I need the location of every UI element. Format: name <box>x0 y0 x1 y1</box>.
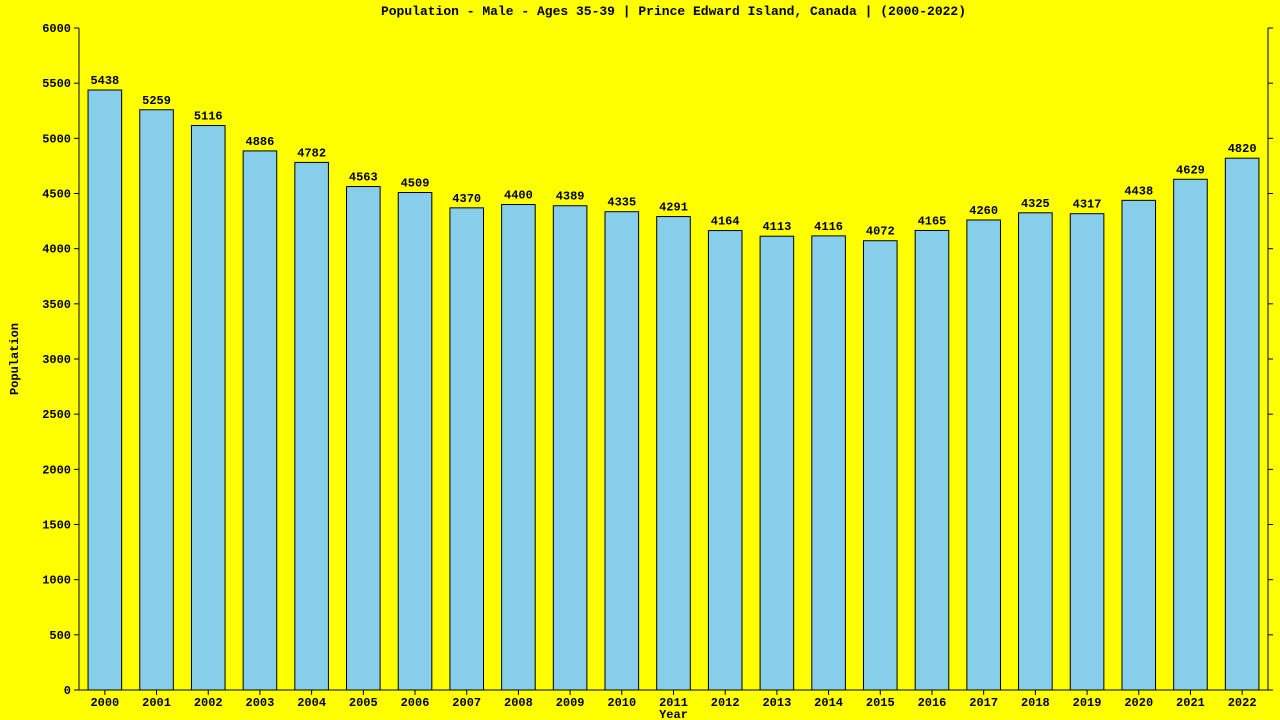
y-tick-label: 6000 <box>42 22 71 36</box>
x-tick-label: 2002 <box>194 696 223 710</box>
x-tick-label: 2006 <box>401 696 430 710</box>
bar <box>915 230 949 690</box>
bar <box>1122 200 1156 690</box>
bar-value-label: 4116 <box>814 220 843 234</box>
y-tick-label: 3000 <box>42 353 71 367</box>
bar <box>1225 158 1259 690</box>
bar-value-label: 5259 <box>142 94 171 108</box>
x-tick-label: 2019 <box>1073 696 1102 710</box>
x-tick-label: 2020 <box>1124 696 1153 710</box>
y-tick-label: 2000 <box>42 463 71 477</box>
y-tick-label: 5000 <box>42 132 71 146</box>
x-tick-label: 2000 <box>90 696 119 710</box>
x-tick-label: 2018 <box>1021 696 1050 710</box>
bar <box>502 205 536 690</box>
bar <box>398 193 432 690</box>
bar-value-label: 4389 <box>556 190 585 204</box>
bar <box>243 151 277 690</box>
population-bar-chart: Population - Male - Ages 35-39 | Prince … <box>0 0 1280 720</box>
bar-value-label: 4400 <box>504 189 533 203</box>
x-tick-label: 2016 <box>918 696 947 710</box>
bar <box>657 217 691 690</box>
bar <box>708 231 742 690</box>
bar <box>1019 213 1053 690</box>
bar-value-label: 4335 <box>607 196 636 210</box>
x-tick-label: 2007 <box>452 696 481 710</box>
y-tick-label: 500 <box>49 629 71 643</box>
bar-value-label: 4629 <box>1176 163 1205 177</box>
bar <box>760 236 794 690</box>
bar <box>863 241 897 690</box>
x-tick-label: 2008 <box>504 696 533 710</box>
y-tick-label: 1000 <box>42 574 71 588</box>
bar-value-label: 4782 <box>297 146 326 160</box>
bar-value-label: 4370 <box>452 192 481 206</box>
bar-value-label: 4164 <box>711 215 740 229</box>
bar-value-label: 5116 <box>194 110 223 124</box>
x-tick-label: 2021 <box>1176 696 1205 710</box>
bar <box>347 187 381 690</box>
bar-value-label: 4438 <box>1124 184 1153 198</box>
bar <box>450 208 484 690</box>
y-tick-label: 4500 <box>42 188 71 202</box>
x-tick-label: 2009 <box>556 696 585 710</box>
bar-value-label: 4509 <box>401 177 430 191</box>
x-tick-label: 2015 <box>866 696 895 710</box>
x-tick-label: 2014 <box>814 696 843 710</box>
x-tick-label: 2013 <box>762 696 791 710</box>
y-tick-label: 1500 <box>42 519 71 533</box>
bar <box>295 162 329 690</box>
bar <box>812 236 846 690</box>
bar-value-label: 4113 <box>762 220 791 234</box>
bar-value-label: 4165 <box>918 214 947 228</box>
chart-title: Population - Male - Ages 35-39 | Prince … <box>381 4 966 19</box>
bar-value-label: 4072 <box>866 225 895 239</box>
bar <box>1174 179 1208 690</box>
x-tick-label: 2001 <box>142 696 171 710</box>
x-tick-label: 2017 <box>969 696 998 710</box>
bar <box>605 212 639 690</box>
bar-value-label: 4317 <box>1073 198 1102 212</box>
x-tick-label: 2012 <box>711 696 740 710</box>
bar-value-label: 4886 <box>246 135 275 149</box>
x-tick-label: 2022 <box>1228 696 1257 710</box>
bar-value-label: 4291 <box>659 201 688 215</box>
bar-value-label: 4820 <box>1228 142 1257 156</box>
y-tick-label: 0 <box>64 684 71 698</box>
bar <box>1070 214 1104 690</box>
y-tick-label: 4000 <box>42 243 71 257</box>
bar <box>967 220 1001 690</box>
x-tick-label: 2010 <box>607 696 636 710</box>
bar-value-label: 5438 <box>90 74 119 88</box>
bar <box>191 126 225 690</box>
bar-value-label: 4260 <box>969 204 998 218</box>
bar <box>88 90 122 690</box>
bar <box>140 110 174 690</box>
y-tick-label: 5500 <box>42 77 71 91</box>
x-axis-label: Year <box>659 708 688 720</box>
x-tick-label: 2005 <box>349 696 378 710</box>
x-tick-label: 2003 <box>246 696 275 710</box>
bar-value-label: 4325 <box>1021 197 1050 211</box>
x-tick-label: 2004 <box>297 696 326 710</box>
y-tick-label: 3500 <box>42 298 71 312</box>
y-tick-label: 2500 <box>42 408 71 422</box>
bar <box>553 206 587 690</box>
y-axis-label: Population <box>8 323 22 395</box>
bar-value-label: 4563 <box>349 171 378 185</box>
chart-svg: Population - Male - Ages 35-39 | Prince … <box>0 0 1280 720</box>
